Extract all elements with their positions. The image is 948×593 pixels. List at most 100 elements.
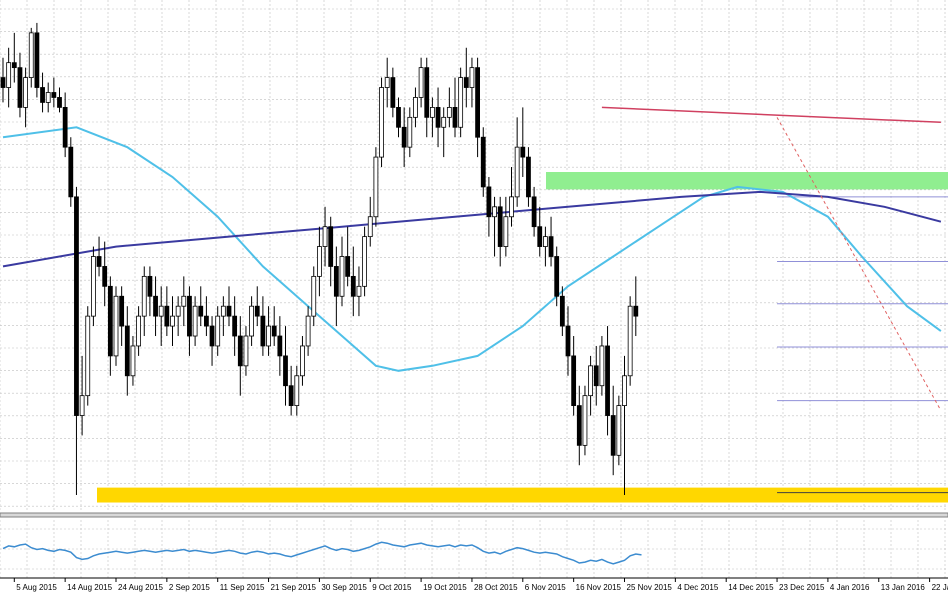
- moving-average-slow: [2, 190, 942, 268]
- resistance-zone: [546, 172, 948, 190]
- candle: [288, 365, 294, 416]
- candle-body: [486, 186, 492, 218]
- candle-body: [215, 315, 221, 347]
- candle-body: [548, 236, 554, 257]
- candle: [599, 336, 605, 396]
- candle: [384, 57, 390, 108]
- candle-body: [429, 107, 435, 118]
- candle: [300, 336, 305, 386]
- candle-body: [475, 67, 481, 138]
- candle: [45, 82, 51, 113]
- candle: [407, 107, 413, 158]
- candle: [74, 186, 79, 496]
- x-tick-label: 9 Oct 2015: [372, 583, 412, 592]
- candle: [509, 167, 514, 227]
- candle-body: [616, 405, 622, 456]
- candle-body: [509, 196, 514, 218]
- candle-body: [266, 325, 271, 347]
- candle-body: [85, 315, 91, 397]
- candle: [486, 176, 492, 237]
- x-tick-label: 24 Aug 2015: [118, 583, 163, 592]
- candle-body: [249, 305, 255, 337]
- candle: [226, 286, 232, 327]
- candle-body: [203, 315, 209, 327]
- panel-separator-bar: [0, 512, 948, 518]
- candle-body: [480, 136, 486, 188]
- candle: [610, 385, 616, 476]
- candle: [469, 57, 475, 108]
- x-tick-label: 28 Oct 2015: [474, 583, 518, 592]
- candle-body: [237, 335, 243, 367]
- candle-body: [164, 305, 170, 327]
- candle: [62, 92, 68, 158]
- candle: [362, 226, 368, 297]
- candle-body: [51, 92, 57, 98]
- candle: [582, 385, 588, 456]
- x-tick-label: 19 Oct 2015: [423, 583, 467, 592]
- candle: [328, 216, 334, 287]
- candle: [480, 127, 486, 197]
- candle-body: [316, 246, 322, 277]
- oscillator-line: [2, 541, 642, 565]
- candle-body: [147, 275, 153, 297]
- candle-body: [424, 67, 430, 118]
- candle: [209, 316, 215, 366]
- candle-body: [526, 156, 531, 198]
- candle-body: [554, 256, 560, 297]
- candle: [441, 107, 447, 158]
- candle-body: [441, 116, 447, 128]
- candle-body: [79, 395, 85, 416]
- candle: [316, 226, 322, 297]
- candle: [367, 196, 373, 247]
- x-axis: 5 Aug 2015 14 Aug 2015 24 Aug 2015 2 Sep 20…: [0, 577, 948, 592]
- candle-body: [107, 285, 113, 357]
- candle: [339, 236, 345, 307]
- candle: [554, 246, 560, 307]
- candle: [136, 306, 142, 356]
- candle-body: [452, 107, 458, 128]
- candle: [6, 47, 12, 108]
- candle: [497, 196, 503, 267]
- candle-body: [45, 92, 51, 103]
- candle-body: [198, 305, 204, 317]
- x-tick-label: 30 Sep 2015: [321, 583, 367, 592]
- candle-body: [226, 305, 232, 317]
- candle-body: [401, 126, 407, 148]
- projection-line: [776, 117, 942, 411]
- candle: [119, 286, 125, 346]
- candle: [514, 117, 520, 207]
- candle-body: [28, 32, 34, 78]
- candle-body: [418, 67, 424, 98]
- candle: [435, 87, 441, 148]
- candle-body: [40, 87, 45, 103]
- candle-body: [492, 206, 497, 218]
- candle: [28, 27, 34, 88]
- candle-body: [531, 196, 537, 228]
- candle: [605, 326, 610, 436]
- candle-body: [119, 295, 125, 327]
- moving-averages: [2, 126, 942, 372]
- candle: [181, 276, 187, 327]
- candle-body: [34, 32, 40, 88]
- candle-body: [384, 77, 390, 88]
- x-tick-label: 6 Nov 2015: [525, 583, 566, 592]
- candle-body: [514, 146, 520, 198]
- candle: [11, 32, 17, 83]
- candle: [40, 72, 45, 113]
- candle: [85, 306, 91, 406]
- candle-body: [311, 275, 317, 317]
- candle-body: [220, 305, 226, 317]
- candle: [283, 326, 288, 406]
- candle-body: [96, 256, 102, 267]
- candle: [452, 77, 458, 138]
- candle: [396, 97, 401, 138]
- candle-body: [345, 256, 351, 277]
- candle-body: [181, 295, 187, 307]
- candle-body: [136, 315, 142, 347]
- candle: [401, 107, 407, 168]
- x-tick-label: 22 Jan: [932, 583, 948, 592]
- candle-body: [102, 266, 108, 287]
- candle-body: [446, 107, 452, 118]
- candle-body: [520, 146, 526, 158]
